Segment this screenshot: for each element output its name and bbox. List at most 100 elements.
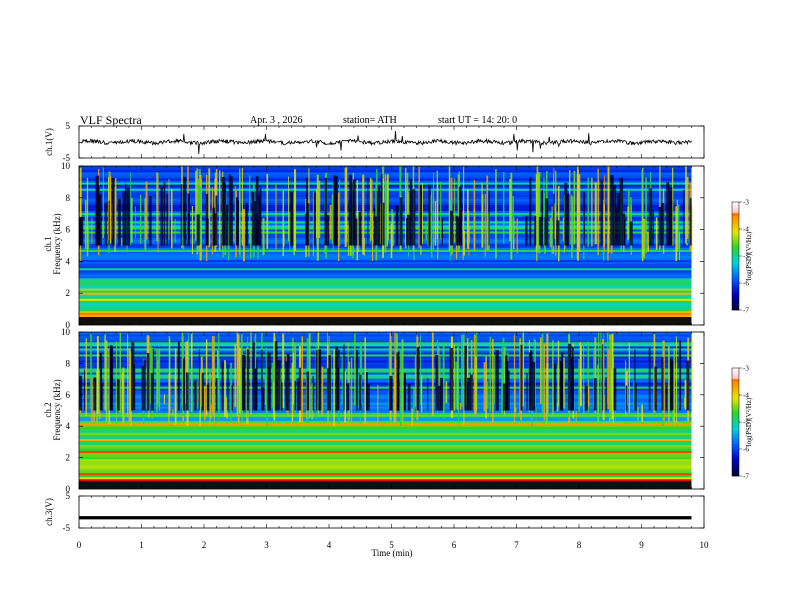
- ch2-spectrogram-gap: [101, 383, 103, 411]
- ch1-colorbar-swatch: [732, 264, 739, 268]
- ch2-spectrogram-sferic: [333, 349, 335, 427]
- ch2-spectrogram-ytick-label: 4: [66, 421, 71, 431]
- ch1-spectrogram-gap: [622, 213, 626, 246]
- ch2-spectrogram-sferic: [473, 334, 476, 415]
- ch2-spectrogram-gap: [403, 372, 406, 411]
- ch2-spectrogram-band: [79, 378, 692, 381]
- ch1-spectrogram-gap: [212, 207, 216, 246]
- ch2-spectrogram-sferic: [535, 407, 537, 421]
- ch2-spectrogram-sferic: [226, 397, 228, 419]
- ch2-spectrogram-sferic: [545, 377, 548, 425]
- ch2-spectrogram-band: [79, 356, 692, 359]
- ch2-spectrogram-gap: [625, 385, 628, 411]
- ch1-colorbar-swatch: [732, 237, 739, 241]
- ch1-spectrogram-sferic: [318, 180, 321, 238]
- ch2-spectrogram-gap: [231, 385, 234, 411]
- ch1-spectrogram-band: [79, 166, 692, 169]
- ch1-spectrogram-sferic: [642, 219, 645, 250]
- ch2-spectrogram-gap: [216, 378, 218, 411]
- ch1-spectrogram-sferic: [275, 183, 277, 250]
- ch1-spectrogram-sferic: [573, 170, 576, 245]
- ch2-spectrogram-gap: [435, 355, 439, 411]
- ch2-spectrogram-sferic: [350, 357, 353, 426]
- ch2-spectrogram-sferic: [273, 333, 276, 421]
- ch1-colorbar-swatch: [732, 204, 739, 208]
- ch2-spectrogram-sferic: [234, 344, 236, 407]
- ch1-spectrogram-band: [79, 259, 692, 263]
- ch1-spectrogram-sferic: [473, 180, 476, 251]
- ch2-spectrogram-sferic: [96, 335, 99, 414]
- ch1-spectrogram-sferic: [509, 178, 512, 242]
- ch2-colorbar-swatch: [732, 381, 739, 385]
- ch2-spectrogram-band: [79, 454, 692, 458]
- ch1-spectrogram-gap: [230, 176, 233, 246]
- ch2-spectrogram-band: [79, 366, 692, 369]
- ch2-spectrogram-gap: [505, 355, 508, 411]
- ch2-spectrogram-sferic: [684, 379, 687, 410]
- ch1-spectrogram-gap: [412, 189, 416, 246]
- ch2-spectrogram-sferic: [580, 345, 582, 407]
- ch2-spectrogram-sferic: [264, 378, 266, 405]
- ch1-spectrogram-gap: [382, 202, 385, 246]
- ch2-colorbar-swatch: [732, 432, 739, 436]
- ch1-spectrogram-gap: [629, 221, 633, 246]
- ch1-spectrogram-band: [79, 278, 692, 281]
- ch1-spectrogram-sferic: [510, 172, 513, 260]
- ch2-spectrogram-gap: [396, 352, 399, 411]
- ch2-spectrogram-band: [79, 470, 692, 474]
- ch2-spectrogram-band: [79, 372, 692, 375]
- ch2-spectrogram-sferic: [445, 381, 448, 403]
- ch1-spectrogram-gap: [163, 182, 166, 246]
- ch2-colorbar-swatch: [732, 395, 739, 398]
- ch2-spectrogram-sferic: [663, 340, 665, 421]
- ch2-spectrogram-gap: [520, 344, 523, 411]
- ch1-spectrogram-sferic: [329, 204, 332, 240]
- ch2-spectrogram-sferic: [485, 356, 487, 419]
- ch1-spectrogram-gap: [148, 196, 152, 246]
- ch2-spectrogram-sferic: [364, 337, 366, 424]
- ch2-spectrogram-sferic: [157, 348, 160, 407]
- ch1-colorbar-swatch: [732, 242, 739, 246]
- ch2-spectrogram-sferic: [250, 332, 252, 415]
- ch2-spectrogram-band: [79, 400, 692, 403]
- ch1-colorbar-swatch: [732, 212, 739, 216]
- ch1-spectrogram-sferic: [363, 238, 365, 256]
- ch2-spectrogram-sferic: [271, 362, 273, 408]
- ch1-spectrogram-sferic: [516, 218, 519, 253]
- ch2-spectrogram-sferic: [483, 362, 486, 412]
- ch1-colorbar-swatch: [732, 239, 739, 243]
- ch1-spectrogram-sferic: [294, 169, 297, 251]
- ch2-spectrogram-gap: [252, 342, 255, 411]
- ch1-spectrogram-sferic: [262, 218, 265, 256]
- ch1-spectrogram-sferic: [139, 194, 142, 244]
- ch1-spectrogram-sferic: [463, 230, 466, 256]
- ch2-colorbar-swatch: [732, 422, 739, 425]
- ch2-spectrogram-gap: [150, 373, 153, 411]
- ch2-colorbar-swatch: [732, 408, 739, 412]
- ch1-spectrogram-sferic: [591, 177, 593, 247]
- ch2-spectrogram-sferic: [360, 341, 363, 404]
- ch2-spectrogram-sferic: [612, 333, 614, 420]
- ch2-spectrogram-band: [79, 466, 692, 470]
- ch2-spectrogram-sferic: [159, 348, 161, 412]
- ch2-spectrogram-gap: [654, 366, 657, 411]
- ch2-spectrogram-gap: [312, 375, 314, 411]
- ch1-spectrogram-sferic: [392, 213, 394, 247]
- ch1-spectrogram-band: [79, 296, 692, 299]
- ch2-spectrogram-gap: [532, 361, 536, 411]
- ch2-spectrogram-gap: [318, 349, 322, 411]
- ch3-voltage-ytick-label: 5: [66, 491, 71, 501]
- ch2-spectrogram-gap: [198, 349, 200, 411]
- ch2-spectrogram-sferic: [191, 365, 193, 417]
- time-axis: 0 1 2 3 4 5 6 7 8 9 10: [77, 540, 709, 550]
- ch2-spectrogram-sferic: [562, 357, 565, 409]
- ch1-spectrogram-gap: [252, 191, 255, 246]
- ch1-spectrogram-gap: [180, 184, 183, 246]
- ch2-spectrogram-sferic: [266, 370, 269, 426]
- ch2-spectrogram-band: [79, 422, 692, 425]
- ch2-colorbar-swatch: [732, 405, 739, 409]
- figure-title: VLF Spectra: [80, 113, 142, 127]
- ch1-colorbar-swatch: [732, 202, 739, 205]
- ch2-spectrogram-sferic: [265, 347, 267, 414]
- ch1-spectrogram-sferic: [578, 174, 581, 252]
